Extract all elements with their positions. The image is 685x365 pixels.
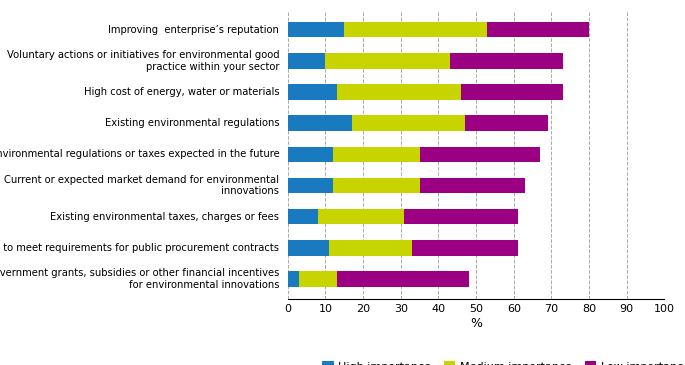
Bar <box>288 209 318 224</box>
Bar <box>344 22 487 38</box>
Legend: High importance, Medium importance, Low importance: High importance, Medium importance, Low … <box>318 357 685 365</box>
Bar <box>318 209 404 224</box>
Bar <box>288 84 337 100</box>
Bar <box>337 84 461 100</box>
Bar <box>325 53 449 69</box>
Bar <box>288 53 325 69</box>
Bar <box>419 178 525 193</box>
X-axis label: %: % <box>470 317 482 330</box>
Bar <box>333 178 419 193</box>
Bar <box>461 84 562 100</box>
Bar <box>352 115 464 131</box>
Bar <box>288 240 329 256</box>
Bar <box>299 271 337 287</box>
Bar <box>288 22 344 38</box>
Bar <box>449 53 562 69</box>
Bar <box>464 115 548 131</box>
Bar <box>404 209 517 224</box>
Bar <box>419 147 540 162</box>
Bar <box>288 115 352 131</box>
Bar <box>329 240 412 256</box>
Bar <box>337 271 469 287</box>
Bar <box>487 22 589 38</box>
Bar <box>288 147 333 162</box>
Bar <box>288 271 299 287</box>
Bar <box>288 178 333 193</box>
Bar <box>333 147 419 162</box>
Bar <box>412 240 517 256</box>
